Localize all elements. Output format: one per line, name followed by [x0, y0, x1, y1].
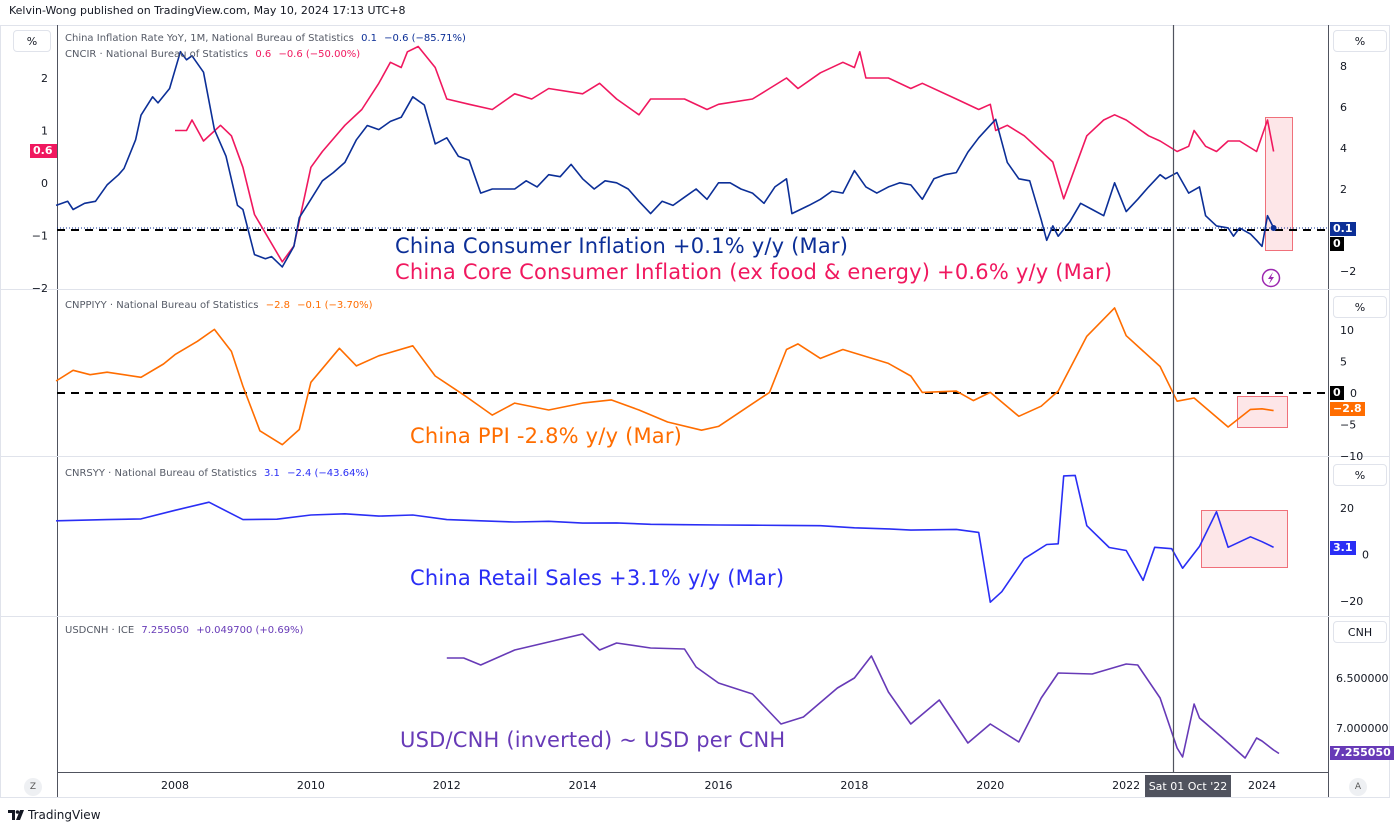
tradingview-logo-text: TradingView — [28, 808, 101, 822]
auto-scale-button[interactable]: A — [1349, 778, 1367, 796]
usdcnh-tick-label: 7.000000 — [1336, 722, 1389, 735]
retail-tick-label: −20 — [1340, 595, 1363, 608]
x-tick-label: 2024 — [1248, 779, 1276, 792]
reference-lines — [57, 227, 1328, 394]
annotation-usdcnh: USD/CNH (inverted) ~ USD per CNH — [400, 728, 786, 752]
legend-core-value: 0.6 — [255, 49, 272, 60]
x-tick-label: 2010 — [297, 779, 325, 792]
retail-tick-label: 0 — [1362, 549, 1369, 562]
price-label-retail: 3.1 — [1330, 541, 1356, 555]
chart-frame — [0, 25, 1390, 798]
annotation-core: China Core Consumer Inflation (ex food &… — [395, 260, 1113, 284]
left-unit-box[interactable]: % — [13, 30, 51, 52]
price-label-usdcnh: 7.255050 — [1330, 746, 1394, 760]
annotation-cpi: China Consumer Inflation +0.1% y/y (Mar) — [395, 234, 849, 258]
usdcnh-tick-label: 6.500000 — [1336, 672, 1389, 685]
x-tick-label: 2022 — [1112, 779, 1140, 792]
x-tick-label: 2018 — [840, 779, 868, 792]
series-line-cpi[interactable] — [55, 50, 1275, 268]
ppi-tick-label: 0 — [1350, 387, 1357, 400]
highlight-box — [1237, 396, 1288, 428]
lightning-event-icon[interactable] — [1261, 268, 1281, 288]
price-label-ppi-zero: 0 — [1330, 386, 1344, 400]
legend-ppi-name: CNPPIYY · National Bureau of Statistics — [65, 300, 259, 311]
price-label-zero: 0 — [1330, 237, 1344, 251]
last-point-marker-cpi — [1270, 224, 1277, 231]
ppi-tick-label: 5 — [1340, 356, 1347, 369]
series-line-usdcnh[interactable] — [446, 633, 1280, 759]
right-unit-box-retail[interactable]: % — [1333, 464, 1387, 486]
x-tick-label: 2014 — [569, 779, 597, 792]
right-unit-box-inflation[interactable]: % — [1333, 30, 1387, 52]
legend-retail[interactable]: CNRSYY · National Bureau of Statistics 3… — [65, 467, 369, 480]
y-right-tick-label: 2 — [1340, 183, 1347, 196]
y-left-tick-label: 2 — [41, 72, 48, 85]
y-right-tick-label: 4 — [1340, 142, 1347, 155]
legend-ppi[interactable]: CNPPIYY · National Bureau of Statistics … — [65, 299, 373, 312]
axis-ticks: 2008 2010 2012 2014 2016 2018 2020 2022 2024210−… — [32, 60, 1389, 792]
zoom-reset-button[interactable]: Z — [24, 778, 42, 796]
x-tick-label: 2008 — [161, 779, 189, 792]
legend-usdcnh-name: USDCNH · ICE — [65, 625, 135, 636]
y-left-tick-label: 0 — [41, 177, 48, 190]
price-label-core: 0.6 — [30, 144, 57, 158]
crosshair-date-label: Sat 01 Oct '22 — [1145, 775, 1231, 797]
y-left-tick-label: −1 — [32, 230, 48, 243]
legend-retail-name: CNRSYY · National Bureau of Statistics — [65, 468, 257, 479]
highlight-boxes — [1201, 117, 1293, 568]
legend-ppi-change: −0.1 (−3.70%) — [297, 300, 373, 311]
legend-usdcnh-value: 7.255050 — [141, 625, 190, 636]
series-lines — [55, 45, 1280, 759]
y-left-tick-label: 1 — [41, 125, 48, 138]
ppi-tick-label: 10 — [1340, 324, 1354, 337]
legend-cpi[interactable]: China Inflation Rate YoY, 1M, National B… — [65, 32, 466, 45]
legend-core[interactable]: CNCIR · National Bureau of Statistics 0.… — [65, 48, 360, 61]
right-unit-box-ppi[interactable]: % — [1333, 296, 1387, 318]
legend-usdcnh-change: +0.049700 (+0.69%) — [196, 625, 304, 636]
annotation-ppi: China PPI -2.8% y/y (Mar) — [410, 424, 683, 448]
y-right-tick-label: 8 — [1340, 60, 1347, 73]
x-tick-label: 2020 — [976, 779, 1004, 792]
legend-retail-change: −2.4 (−43.64%) — [287, 468, 369, 479]
price-label-cpi: 0.1 — [1330, 222, 1356, 236]
retail-tick-label: 20 — [1340, 502, 1354, 515]
legend-core-change: −0.6 (−50.00%) — [278, 49, 361, 60]
legend-cpi-value: 0.1 — [361, 33, 377, 44]
legend-core-name: CNCIR · National Bureau of Statistics — [65, 49, 249, 60]
x-tick-label: 2016 — [705, 779, 733, 792]
legend-ppi-value: −2.8 — [265, 300, 290, 311]
publisher-caption: Kelvin-Wong published on TradingView.com… — [9, 4, 406, 17]
series-line-core-inflation[interactable] — [175, 45, 1275, 263]
tradingview-logo[interactable]: TradingView — [8, 808, 101, 822]
y-right-tick-label: −2 — [1340, 265, 1356, 278]
series-line-ppi[interactable] — [55, 307, 1274, 446]
legend-cpi-change: −0.6 (−85.71%) — [384, 33, 466, 44]
legend-cpi-name: China Inflation Rate YoY, 1M, National B… — [65, 33, 354, 44]
annotation-retail: China Retail Sales +3.1% y/y (Mar) — [410, 566, 785, 590]
y-left-tick-label: −2 — [32, 282, 48, 295]
ppi-tick-label: −5 — [1340, 419, 1356, 432]
ppi-tick-label: −10 — [1340, 450, 1363, 463]
tradingview-logo-icon — [8, 810, 24, 820]
x-tick-label: 2012 — [433, 779, 461, 792]
series-line-retail-sales[interactable] — [56, 474, 1274, 603]
legend-usdcnh[interactable]: USDCNH · ICE 7.255050 +0.049700 (+0.69%) — [65, 624, 303, 637]
legend-retail-value: 3.1 — [263, 468, 280, 479]
right-unit-box-usdcnh[interactable]: CNH — [1333, 621, 1387, 643]
price-label-ppi: −2.8 — [1330, 402, 1365, 416]
y-right-tick-label: 6 — [1340, 101, 1347, 114]
